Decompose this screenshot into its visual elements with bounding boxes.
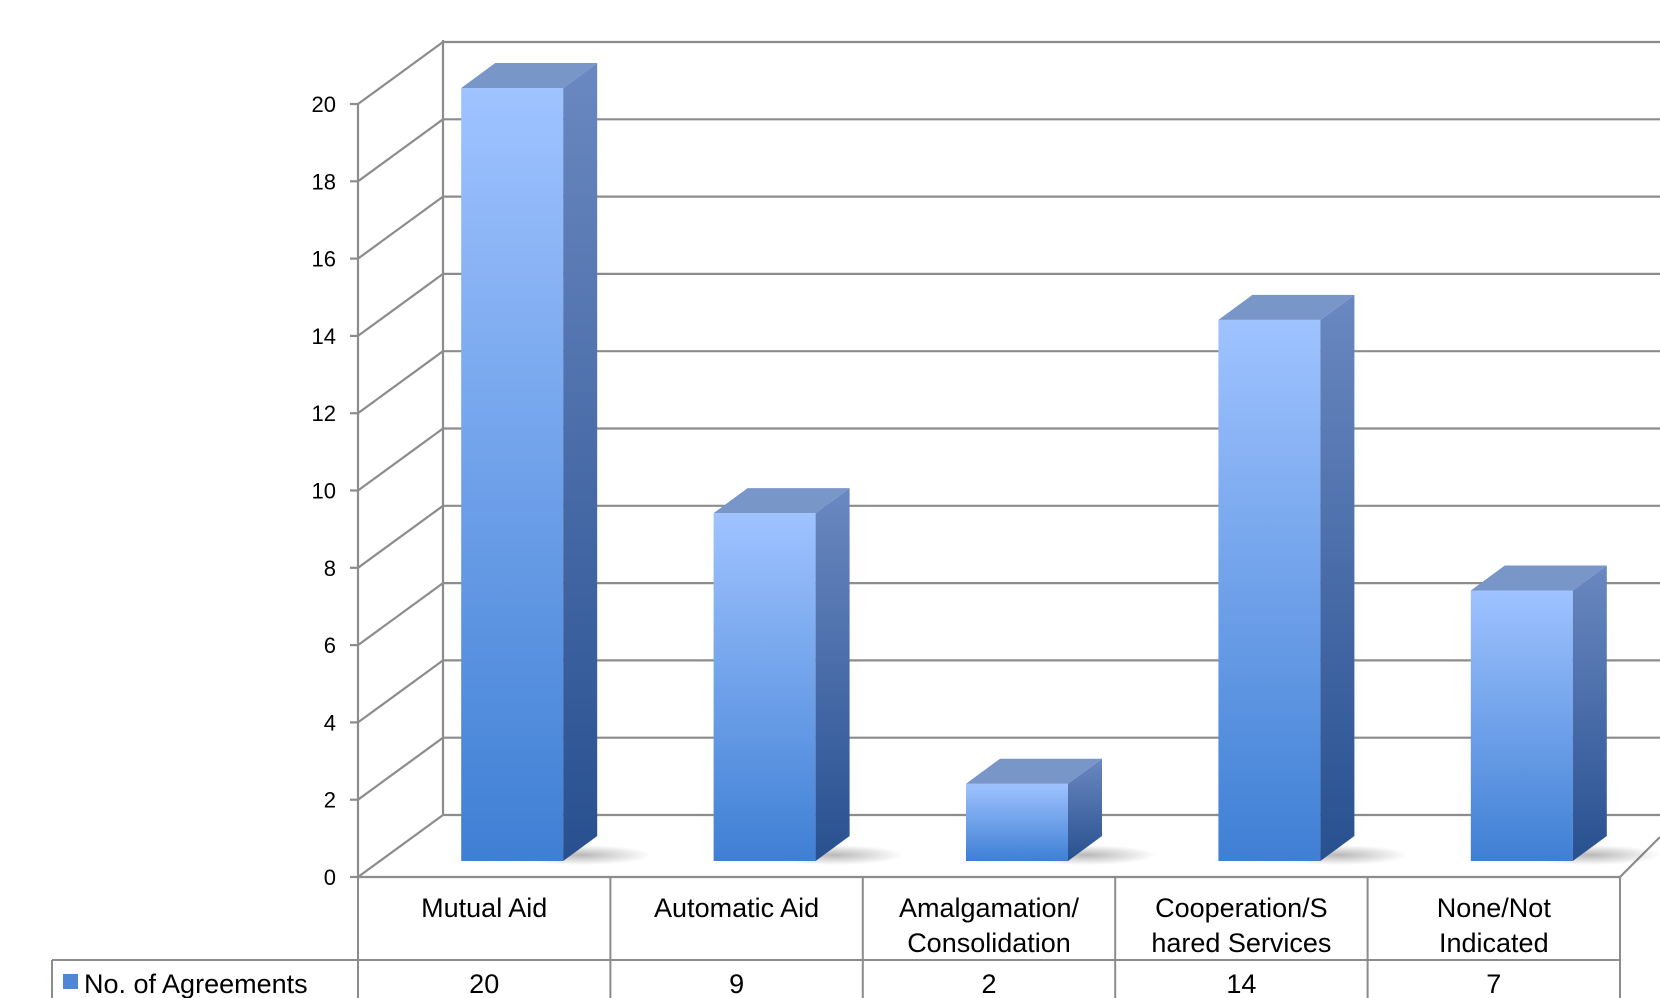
gridline-diagonal bbox=[357, 273, 444, 337]
data-value-label: 2 bbox=[981, 969, 996, 998]
bar-side bbox=[1068, 758, 1102, 861]
legend-label: No. of Agreements bbox=[84, 969, 308, 998]
data-value-label: 9 bbox=[729, 969, 744, 998]
data-value-label: 20 bbox=[469, 969, 499, 998]
category-label: Amalgamation/ bbox=[899, 893, 1080, 923]
gridlines bbox=[350, 40, 1660, 879]
bar-top bbox=[461, 63, 598, 88]
legend-swatch bbox=[63, 974, 78, 989]
bar-top bbox=[966, 758, 1102, 784]
y-tick-label: 12 bbox=[312, 401, 336, 426]
gridline-diagonal bbox=[357, 350, 444, 415]
y-tick-label: 14 bbox=[312, 324, 336, 349]
bar bbox=[1470, 590, 1573, 861]
y-tick-label: 2 bbox=[324, 788, 336, 813]
y-tick-label: 16 bbox=[312, 247, 336, 272]
category-label: Indicated bbox=[1439, 928, 1549, 958]
gridline-diagonal bbox=[357, 195, 444, 260]
y-tick-label: 4 bbox=[324, 710, 336, 735]
data-value-label: 7 bbox=[1486, 969, 1501, 998]
bar bbox=[1218, 319, 1321, 861]
bar-side bbox=[1320, 294, 1355, 861]
bar-side bbox=[563, 63, 598, 861]
bar-top bbox=[713, 488, 850, 514]
category-label: Consolidation bbox=[907, 928, 1071, 958]
bar bbox=[461, 88, 564, 861]
gridline-diagonal bbox=[357, 41, 444, 105]
category-label: Cooperation/S bbox=[1155, 893, 1328, 923]
bar-top bbox=[1470, 565, 1607, 591]
category-label: Mutual Aid bbox=[421, 893, 547, 923]
y-axis-ticks: 0 2 4 6 8 10 12 14 16 18 20 bbox=[312, 92, 336, 890]
y-tick-label: 0 bbox=[324, 865, 336, 890]
gridline-diagonal bbox=[357, 582, 444, 646]
bar-side bbox=[815, 488, 850, 861]
y-tick-label: 6 bbox=[324, 633, 336, 658]
bar bbox=[966, 783, 1068, 861]
bars bbox=[461, 63, 1660, 865]
gridline-diagonal bbox=[357, 814, 444, 878]
category-label: None/Not bbox=[1437, 893, 1552, 923]
bar bbox=[713, 513, 816, 861]
category-label: hared Services bbox=[1151, 928, 1331, 958]
gridline-diagonal bbox=[357, 736, 444, 801]
data-value-label: 14 bbox=[1226, 969, 1256, 998]
y-tick-label: 8 bbox=[324, 556, 336, 581]
gridline-diagonal bbox=[357, 118, 444, 183]
gridline-diagonal bbox=[357, 659, 444, 724]
bar-side bbox=[1572, 565, 1607, 861]
bar-top bbox=[1218, 294, 1355, 320]
data-table: Mutual Aid 20 Automatic Aid 9 Amalgamation/C… bbox=[51, 877, 1621, 998]
category-label: Automatic Aid bbox=[654, 893, 819, 923]
y-tick-label: 10 bbox=[312, 479, 336, 504]
gridline-diagonal bbox=[357, 504, 444, 569]
y-tick-label: 20 bbox=[312, 92, 336, 117]
gridline-diagonal bbox=[357, 427, 444, 492]
y-tick-label: 18 bbox=[312, 169, 336, 194]
